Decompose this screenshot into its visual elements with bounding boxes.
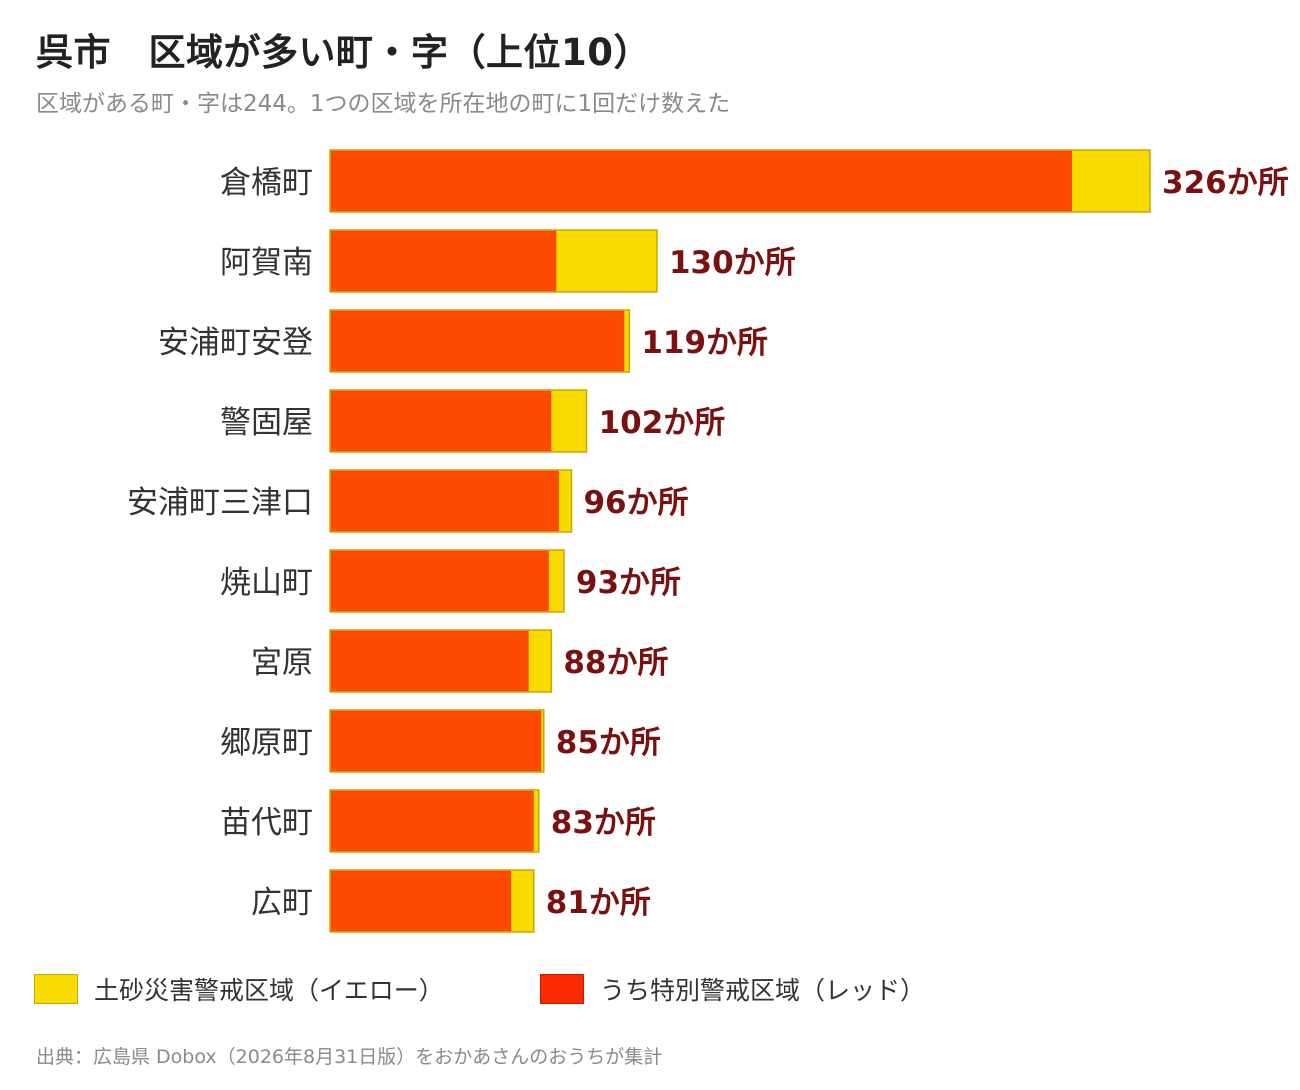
legend-swatch-red (540, 974, 584, 1004)
value-label: 88か所 (563, 645, 668, 681)
legend-label-red: うち特別警戒区域（レッド） (600, 976, 926, 1005)
bar-row: 宮原 88か所 (251, 629, 668, 693)
value-label: 93か所 (576, 565, 681, 601)
category-label: 警固屋 (220, 405, 313, 441)
bar-red (330, 630, 529, 692)
bar-red (330, 390, 552, 452)
bar-red (330, 230, 557, 292)
bar-red (330, 310, 625, 372)
chart-subtitle: 区域がある町・字は244。1つの区域を所在地の町に1回だけ数えた (36, 91, 731, 117)
category-label: 宮原 (251, 645, 313, 681)
bar-red (330, 150, 1073, 212)
bar-red (330, 550, 549, 612)
bar-red (330, 470, 559, 532)
bar-row: 安浦町三津口 96か所 (127, 469, 689, 533)
category-label: 焼山町 (220, 565, 313, 601)
value-label: 85か所 (556, 725, 661, 761)
bar-row: 苗代町 83か所 (220, 789, 656, 853)
value-label: 102か所 (599, 405, 726, 441)
bar-row: 広町 81か所 (251, 869, 651, 933)
category-label: 阿賀南 (220, 245, 313, 281)
bar-red (330, 710, 542, 772)
bar-row: 安浦町安登 119か所 (158, 309, 768, 373)
value-label: 130か所 (669, 245, 796, 281)
category-label: 倉橋町 (220, 165, 313, 201)
bar-red (330, 870, 512, 932)
value-label: 96か所 (583, 485, 688, 521)
category-label: 郷原町 (220, 725, 313, 761)
legend-label-yellow: 土砂災害警戒区域（イエロー） (94, 976, 444, 1005)
bar-row: 倉橋町 326か所 (220, 149, 1289, 213)
bar-row: 焼山町 93か所 (220, 549, 681, 613)
bar-red (330, 790, 534, 852)
value-label: 326か所 (1162, 165, 1289, 201)
category-label: 安浦町三津口 (127, 485, 313, 521)
value-label: 83か所 (551, 805, 656, 841)
source-note: 出典：広島県 Dobox（2026年8月31日版）をおかあさんのおうちが集計 (36, 1046, 663, 1068)
chart-title: 呉市 区域が多い町・字（上位10） (36, 31, 651, 74)
chart-legend: 土砂災害警戒区域（イエロー） うち特別警戒区域（レッド） (0, 966, 1300, 1012)
category-label: 安浦町安登 (158, 325, 313, 361)
legend-swatch-yellow (34, 974, 78, 1004)
bar-row: 郷原町 85か所 (220, 709, 661, 773)
category-label: 広町 (251, 885, 313, 921)
legend-item-red: うち特別警戒区域（レッド） (540, 966, 925, 1012)
bar-row: 警固屋 102か所 (220, 389, 726, 453)
value-label: 119か所 (641, 325, 768, 361)
bar-row: 阿賀南 130か所 (220, 229, 796, 293)
legend-item-yellow: 土砂災害警戒区域（イエロー） (34, 966, 444, 1012)
category-label: 苗代町 (220, 805, 313, 841)
value-label: 81か所 (546, 885, 651, 921)
